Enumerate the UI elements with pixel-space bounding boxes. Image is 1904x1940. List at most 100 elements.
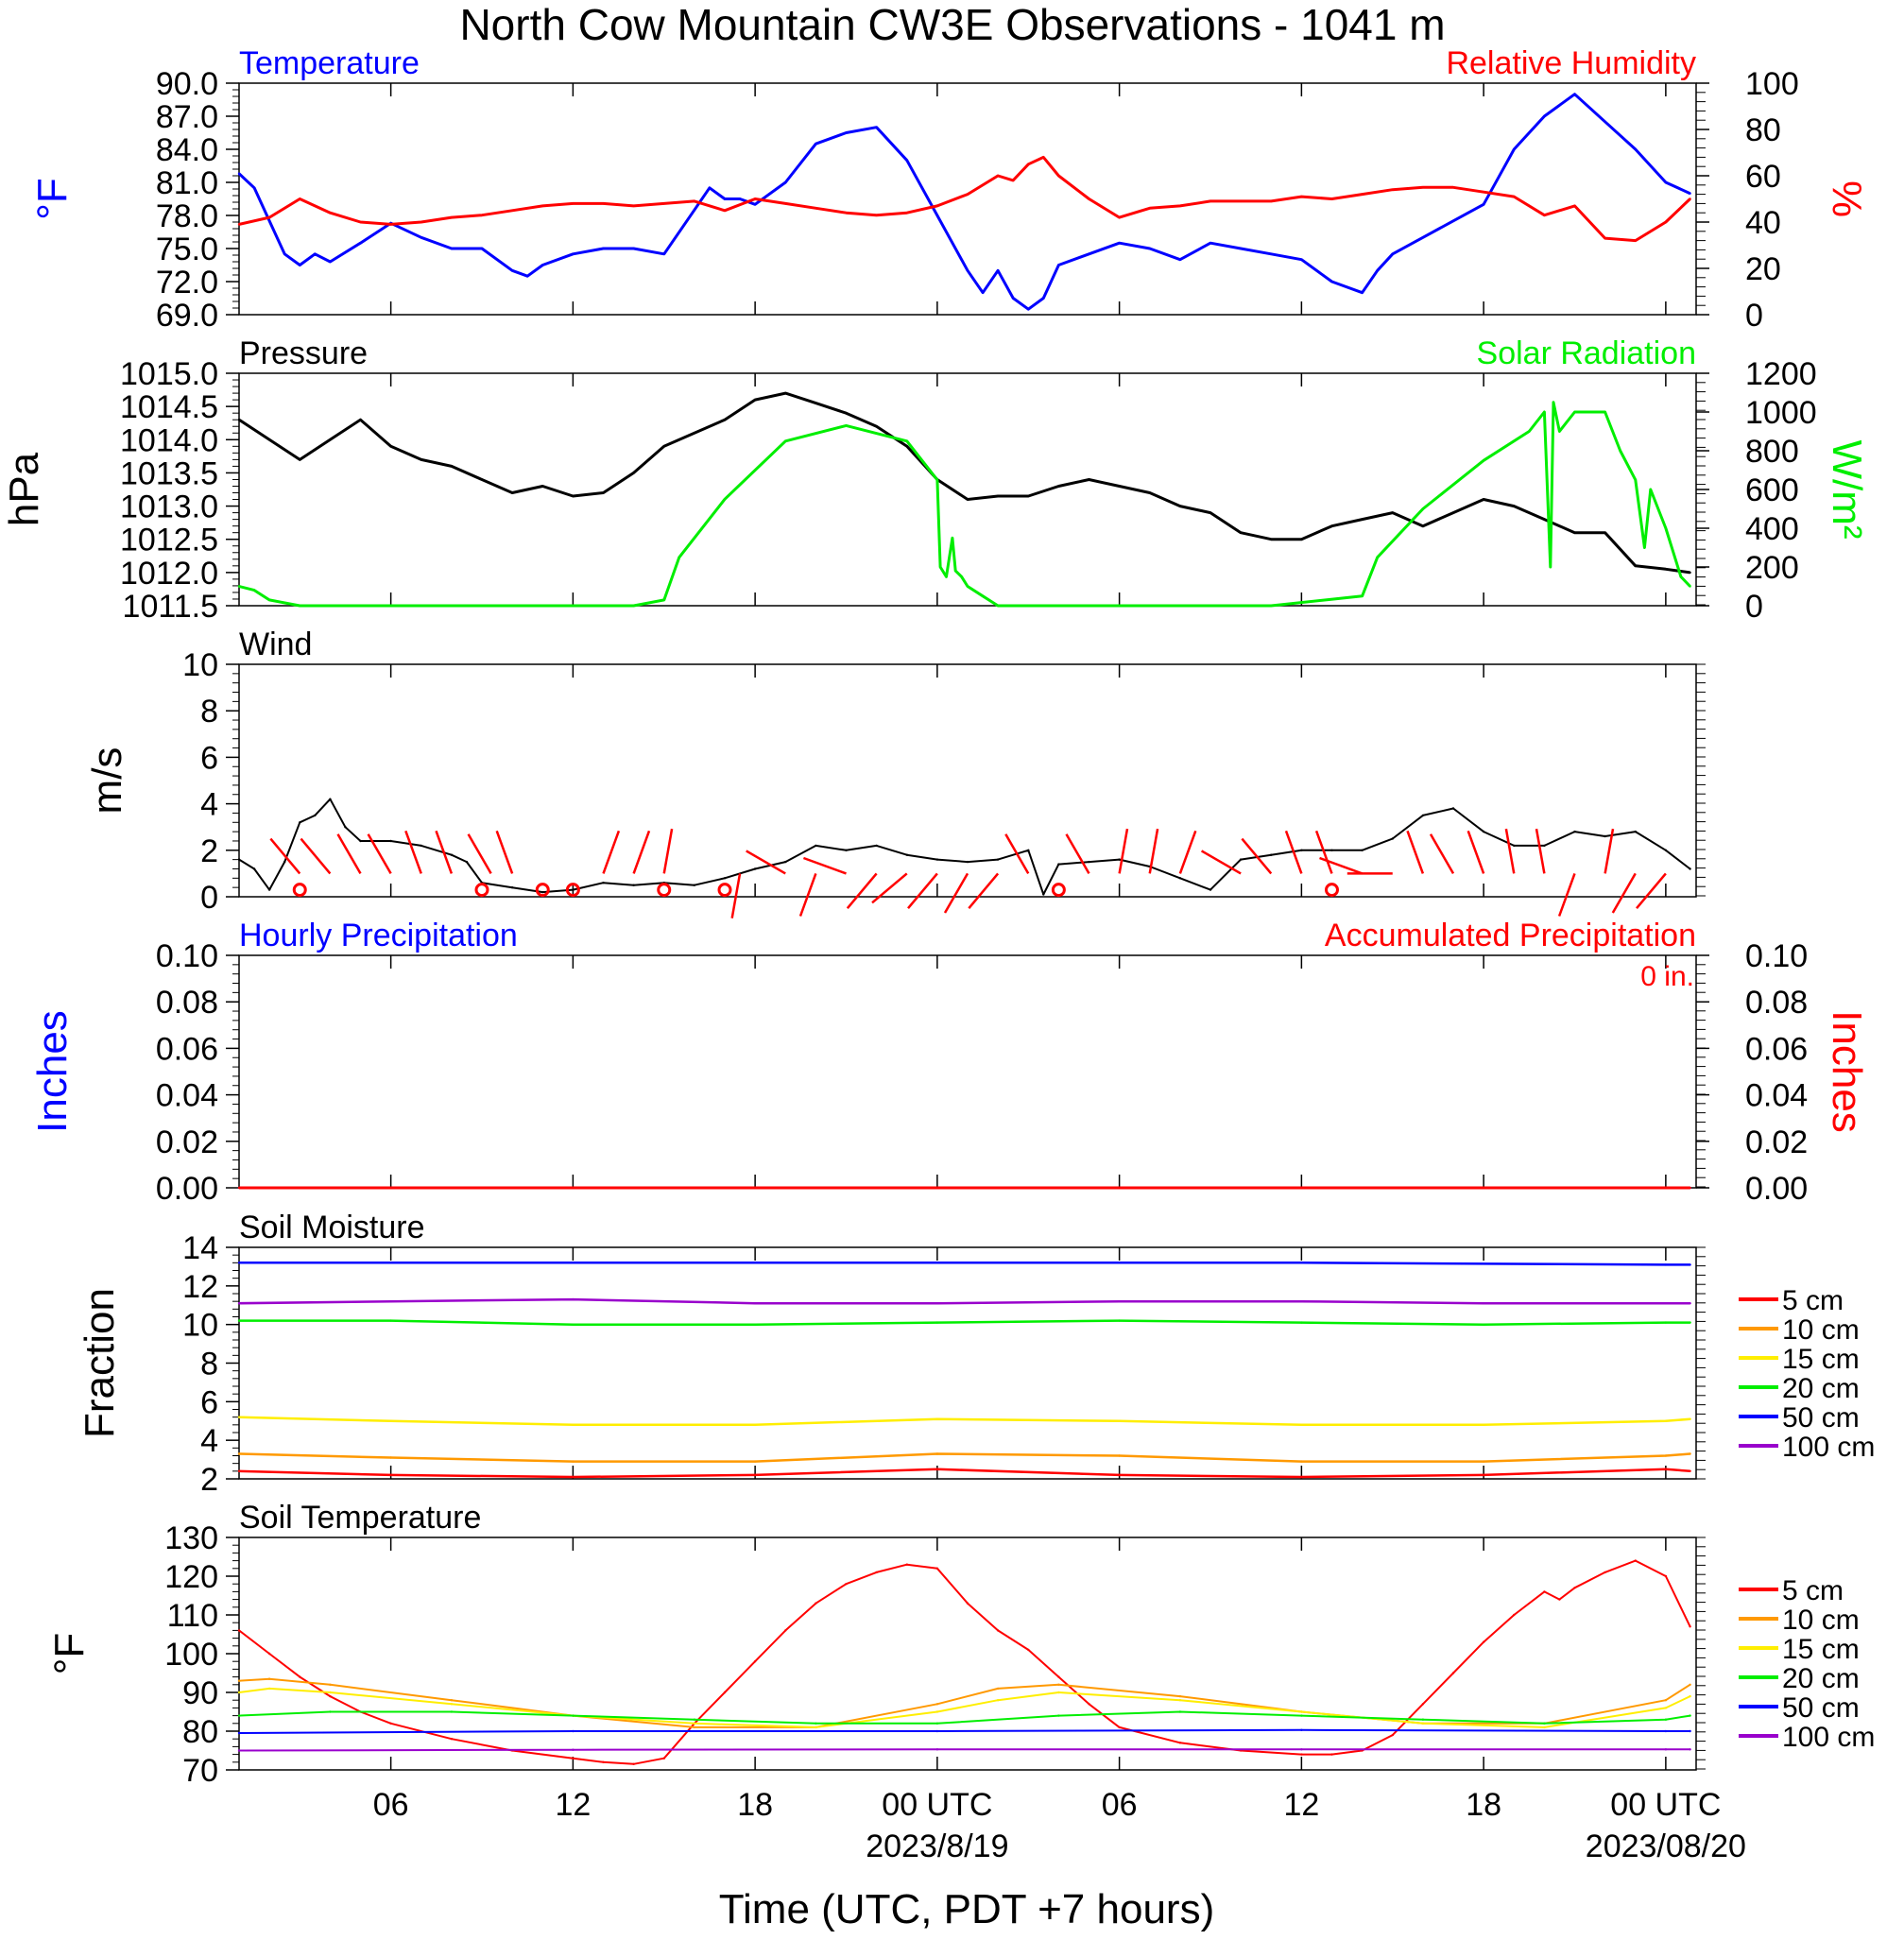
data-point: [1634, 478, 1638, 481]
data-point: [450, 1703, 454, 1706]
data-point: [815, 1725, 817, 1729]
data-point: [450, 215, 454, 219]
wind-barb: [1557, 872, 1576, 917]
data-point: [1148, 247, 1152, 250]
y2-tick-label: 20: [1745, 251, 1781, 287]
data-point: [1027, 163, 1030, 165]
data-point: [1558, 1598, 1561, 1601]
data-point: [1088, 252, 1090, 255]
data-point: [1330, 524, 1333, 527]
series-line-temperature: [237, 93, 1691, 311]
y-tick-label: 1014.0: [120, 422, 218, 458]
y2-tick-label: 200: [1745, 550, 1799, 586]
series-line-5-cm: [238, 1468, 1690, 1479]
data-point: [784, 1629, 787, 1632]
data-point: [1451, 511, 1455, 514]
data-point: [1498, 176, 1501, 179]
data-point: [1391, 252, 1395, 255]
data-point: [935, 1729, 939, 1733]
data-point: [1573, 531, 1576, 534]
data-point: [996, 604, 1000, 608]
data-point: [1239, 247, 1243, 250]
data-point: [1573, 410, 1576, 414]
data-point: [572, 1475, 575, 1479]
data-point: [1689, 571, 1691, 575]
wind-barb: [1406, 830, 1425, 874]
data-point: [1300, 1753, 1303, 1756]
x-tick-label: 18: [737, 1787, 773, 1823]
data-point: [1689, 1625, 1691, 1628]
data-point: [1664, 220, 1668, 224]
data-point: [237, 1679, 241, 1682]
data-point: [1689, 1302, 1691, 1305]
accumulated-precip-value: 0 in.: [1640, 961, 1694, 992]
calm-wind-marker: [1325, 883, 1339, 898]
data-point: [723, 498, 727, 501]
y2-tick-label: 100: [1745, 66, 1799, 102]
series-line-100-cm: [238, 1748, 1690, 1752]
data-point: [267, 598, 271, 602]
data-point: [1209, 511, 1212, 514]
data-point: [951, 537, 954, 540]
y-tick-label: 1012.0: [120, 556, 218, 592]
data-point: [1482, 1302, 1485, 1305]
data-point: [632, 247, 635, 250]
y-tick-label: 100: [164, 1637, 218, 1673]
data-point: [237, 172, 241, 175]
wind-barb: [871, 872, 908, 904]
data-point: [1300, 1300, 1303, 1303]
y-axis-label-left: °F: [46, 1633, 93, 1674]
y-axis-label-left: hPa: [1, 452, 47, 526]
panel-title-left: Wind: [239, 627, 312, 662]
data-point: [845, 849, 848, 851]
data-point: [237, 419, 241, 421]
data-point: [1664, 1419, 1668, 1423]
legend-label: 100 cm: [1782, 1432, 1875, 1463]
data-point: [815, 207, 817, 210]
data-point: [996, 494, 1000, 498]
y-tick-label: 1011.5: [123, 589, 218, 625]
y-tick-label: 10: [182, 647, 218, 683]
wind-barb: [602, 830, 621, 874]
data-point: [1604, 531, 1606, 534]
data-point: [329, 798, 332, 800]
data-point: [450, 247, 454, 250]
data-point: [1573, 204, 1576, 208]
y-tick-label: 6: [200, 1384, 218, 1420]
data-point: [510, 886, 514, 889]
data-point: [1421, 186, 1425, 189]
data-point: [935, 1748, 939, 1751]
data-point: [1689, 1469, 1691, 1473]
data-point: [510, 491, 514, 494]
data-point: [1664, 1574, 1668, 1578]
y2-tick-label: 60: [1745, 159, 1781, 195]
data-point: [632, 1762, 635, 1766]
data-point: [1330, 280, 1333, 283]
wind-barb: [1611, 872, 1637, 914]
x-date-label: 2023/8/19: [866, 1828, 1008, 1864]
y2-tick-label: 0.02: [1745, 1125, 1808, 1160]
data-point: [1057, 1691, 1060, 1694]
data-point: [420, 236, 422, 239]
data-point: [1482, 1460, 1485, 1463]
data-point: [541, 204, 544, 208]
y-tick-label: 0.04: [156, 1078, 218, 1114]
data-point: [572, 1323, 575, 1326]
legend-label: 50 cm: [1782, 1402, 1860, 1434]
data-point: [344, 826, 347, 829]
data-point: [1634, 147, 1638, 151]
y-tick-label: 0.08: [156, 985, 218, 1021]
legend-label: 15 cm: [1782, 1344, 1860, 1375]
y-tick-label: 120: [164, 1559, 218, 1595]
wind-barb: [1200, 850, 1242, 875]
data-point: [1012, 179, 1015, 182]
data-point: [1482, 1323, 1485, 1326]
data-point: [1118, 1725, 1121, 1729]
data-point: [1689, 1321, 1691, 1324]
data-point: [753, 1473, 757, 1477]
y2-tick-label: 800: [1745, 434, 1799, 470]
series-line-pressure: [238, 391, 1690, 575]
y-tick-label: 8: [200, 694, 218, 730]
data-point: [1270, 604, 1273, 608]
y-tick-label: 0: [200, 880, 218, 916]
